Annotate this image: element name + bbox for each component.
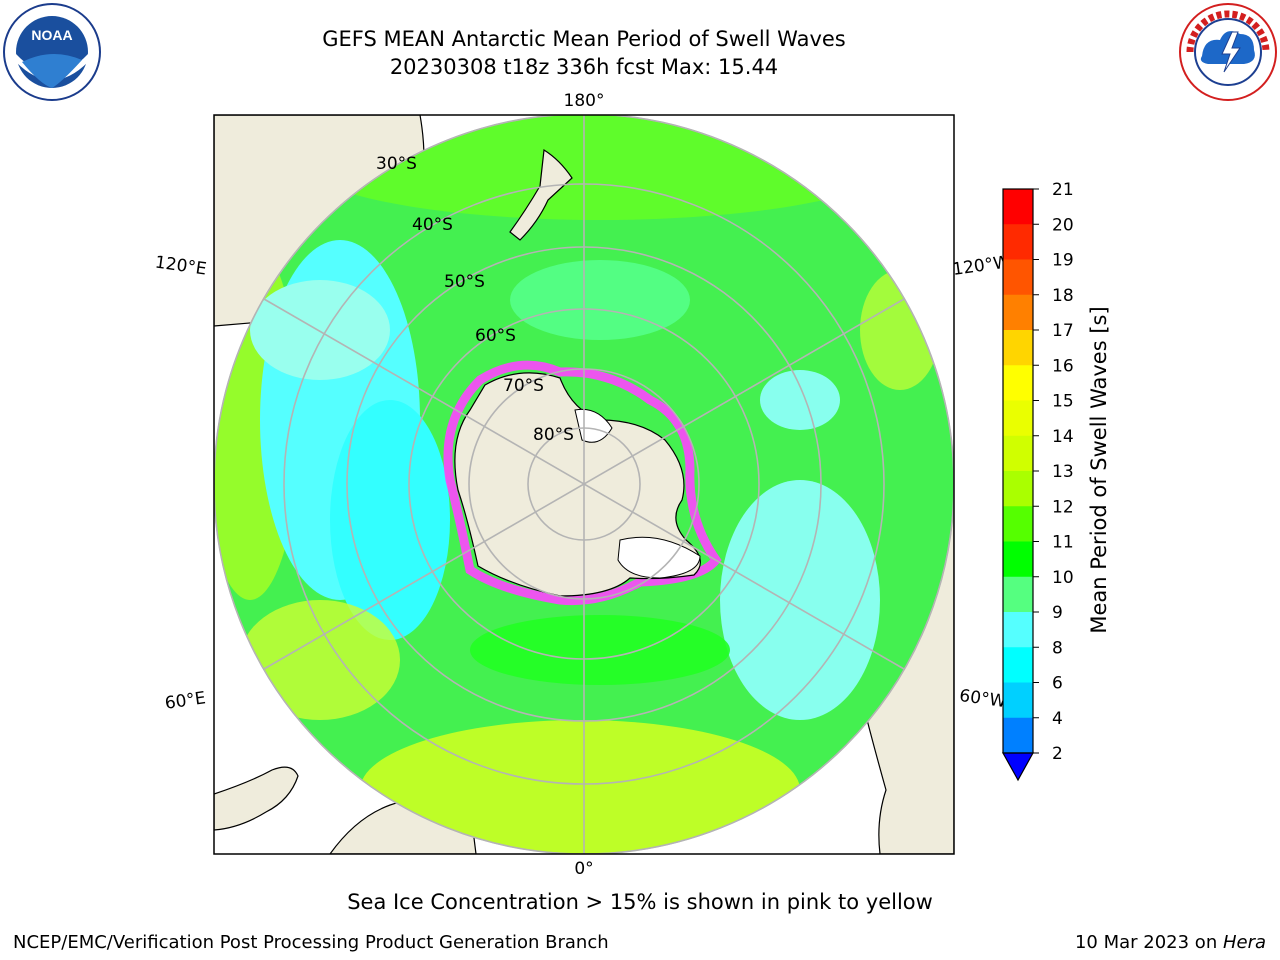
colorbar-segment: [1003, 365, 1033, 401]
colorbar-tick-label: 13: [1052, 462, 1074, 482]
colorbar-tick-label: 17: [1052, 321, 1074, 341]
noaa-logo-text: NOAA: [31, 27, 72, 43]
colorbar-tick-label: 9: [1052, 603, 1063, 623]
colorbar-label: Mean Period of Swell Waves [s]: [1087, 306, 1111, 633]
chart-title: GEFS MEAN Antarctic Mean Period of Swell…: [322, 27, 846, 51]
colorbar-segment: [1003, 506, 1033, 542]
colorbar-extend-arrow: [1001, 752, 1035, 782]
noaa-logo: NOAA: [3, 3, 101, 101]
colorbar-tick-label: 12: [1052, 497, 1074, 517]
lon-label-120e: 120°E: [154, 253, 208, 280]
colorbar-tick-label: 11: [1052, 533, 1074, 553]
colorbar-tick-label: 20: [1052, 215, 1074, 235]
colorbar-tick-label: 6: [1052, 674, 1063, 694]
colorbar-tick-label: 15: [1052, 392, 1074, 412]
graticule: [214, 115, 954, 854]
footer-credit: NCEP/EMC/Verification Post Processing Pr…: [13, 932, 609, 953]
colorbar-tick-label: 21: [1052, 180, 1074, 200]
colorbar-segment: [1003, 400, 1033, 437]
colorbar-segment: [1003, 471, 1033, 507]
colorbar-segment: [1003, 612, 1033, 648]
colorbar-tick-label: 18: [1052, 286, 1074, 306]
colorbar-segment: [1003, 576, 1033, 613]
colorbar-segment: [1003, 330, 1033, 366]
lat-label-60s: 60°S: [475, 326, 516, 346]
colorbar-tick-label: 8: [1052, 638, 1063, 658]
footer-date-text: 10 Mar 2023 on: [1074, 932, 1223, 953]
footer-date: 10 Mar 2023 on Hera: [1075, 932, 1266, 953]
new-zealand-land: [509, 148, 573, 241]
colorbar-segment: [1003, 224, 1033, 260]
colorbar-segment: [1003, 541, 1033, 578]
colorbar: 21 20 19 18 17 16 15 14 13 12 11 10 9 8 6 4 2: [1001, 180, 1074, 782]
colorbar-segment: [1003, 647, 1033, 683]
lon-label-60e: 60°E: [164, 688, 207, 713]
nws-logo: [1179, 3, 1277, 101]
colorbar-segment: [1003, 435, 1033, 472]
colorbar-tick-label: 4: [1052, 709, 1063, 729]
lon-label-60w: 60°W: [958, 686, 1007, 712]
colorbar-tick-label: 2: [1052, 744, 1063, 764]
madagascar-land: [214, 766, 299, 831]
lat-label-30s: 30°S: [376, 154, 417, 174]
map-frame: [213, 114, 955, 855]
footer-host: Hera: [1222, 932, 1266, 953]
colorbar-segment: [1003, 189, 1033, 225]
lat-label-70s: 70°S: [503, 376, 544, 396]
lat-label-80s: 80°S: [533, 425, 574, 445]
lat-label-50s: 50°S: [444, 272, 485, 292]
colorbar-tick-label: 10: [1052, 568, 1074, 588]
sea-ice-caption: Sea Ice Concentration > 15% is shown in …: [347, 890, 933, 914]
colorbar-segment: [1003, 717, 1033, 754]
colorbar-tick-label: 16: [1052, 356, 1074, 376]
colorbar-tick-label: 19: [1052, 251, 1074, 271]
lon-label-180: 180°: [564, 91, 605, 111]
lon-label-0: 0°: [574, 859, 593, 879]
colorbar-segment: [1003, 259, 1033, 296]
chart-subtitle: 20230308 t18z 336h fcst Max: 15.44: [389, 55, 779, 79]
colorbar-segment: [1003, 294, 1033, 331]
colorbar-tick-label: 14: [1052, 427, 1074, 447]
colorbar-segment: [1003, 682, 1033, 719]
lat-label-40s: 40°S: [412, 215, 453, 235]
